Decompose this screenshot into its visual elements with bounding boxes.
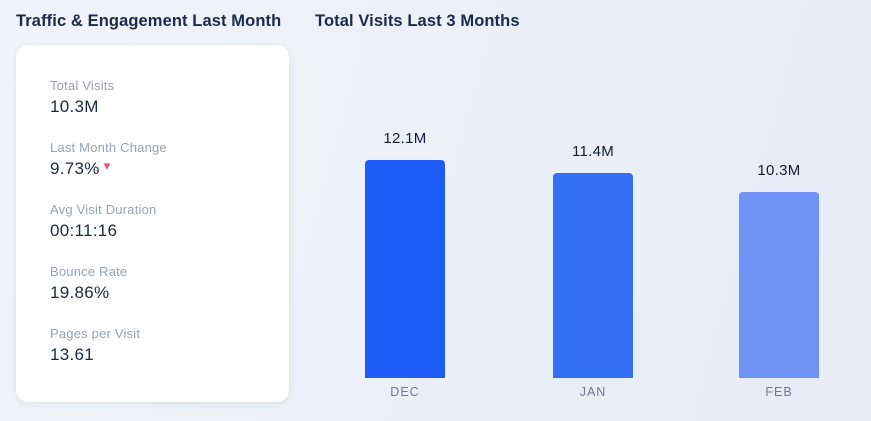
stat-label: Avg Visit Duration xyxy=(50,202,157,217)
bar-column-feb: 10.3M FEB xyxy=(739,162,819,399)
bar-value-label: 12.1M xyxy=(383,130,427,147)
stat-label: Last Month Change xyxy=(50,140,167,155)
total-visits-bar-chart: 12.1M DEC 11.4M JAN 10.3M FEB xyxy=(315,0,871,421)
stat-last-month-change: Last Month Change 9.73% ▾ xyxy=(50,140,269,179)
stat-value: 10.3M xyxy=(50,97,99,116)
bar-column-dec: 12.1M DEC xyxy=(365,130,445,399)
bar-column-jan: 11.4M JAN xyxy=(553,143,633,399)
bar-category-label: JAN xyxy=(579,385,607,399)
bar-category-label: FEB xyxy=(765,385,793,399)
chart-bar[interactable] xyxy=(365,160,445,378)
total-visits-chart-title: Total Visits Last 3 Months xyxy=(315,12,520,30)
bar-category-label: DEC xyxy=(390,385,420,399)
traffic-stats-card: Total Visits 10.3M Last Month Change 9.7… xyxy=(16,45,289,402)
stat-label: Pages per Visit xyxy=(50,326,141,341)
stat-total-visits: Total Visits 10.3M xyxy=(50,78,269,117)
stat-label: Bounce Rate xyxy=(50,264,128,279)
bar-value-label: 10.3M xyxy=(757,162,801,179)
stat-value: 00:11:16 xyxy=(50,221,118,240)
stat-avg-visit-duration: Avg Visit Duration 00:11:16 xyxy=(50,202,269,241)
stat-value: 13.61 xyxy=(50,345,95,364)
traffic-engagement-title: Traffic & Engagement Last Month xyxy=(16,12,282,30)
trend-down-icon: ▾ xyxy=(103,158,111,173)
stat-label: Total Visits xyxy=(50,78,115,93)
chart-bar[interactable] xyxy=(553,173,633,378)
chart-bar[interactable] xyxy=(739,192,819,378)
stat-bounce-rate: Bounce Rate 19.86% xyxy=(50,264,269,303)
stat-value-text: 9.73% xyxy=(50,159,100,178)
bar-value-label: 11.4M xyxy=(571,143,615,160)
stat-value: 9.73% ▾ xyxy=(50,158,269,179)
stat-pages-per-visit: Pages per Visit 13.61 xyxy=(50,326,269,365)
stat-value: 19.86% xyxy=(50,283,110,302)
